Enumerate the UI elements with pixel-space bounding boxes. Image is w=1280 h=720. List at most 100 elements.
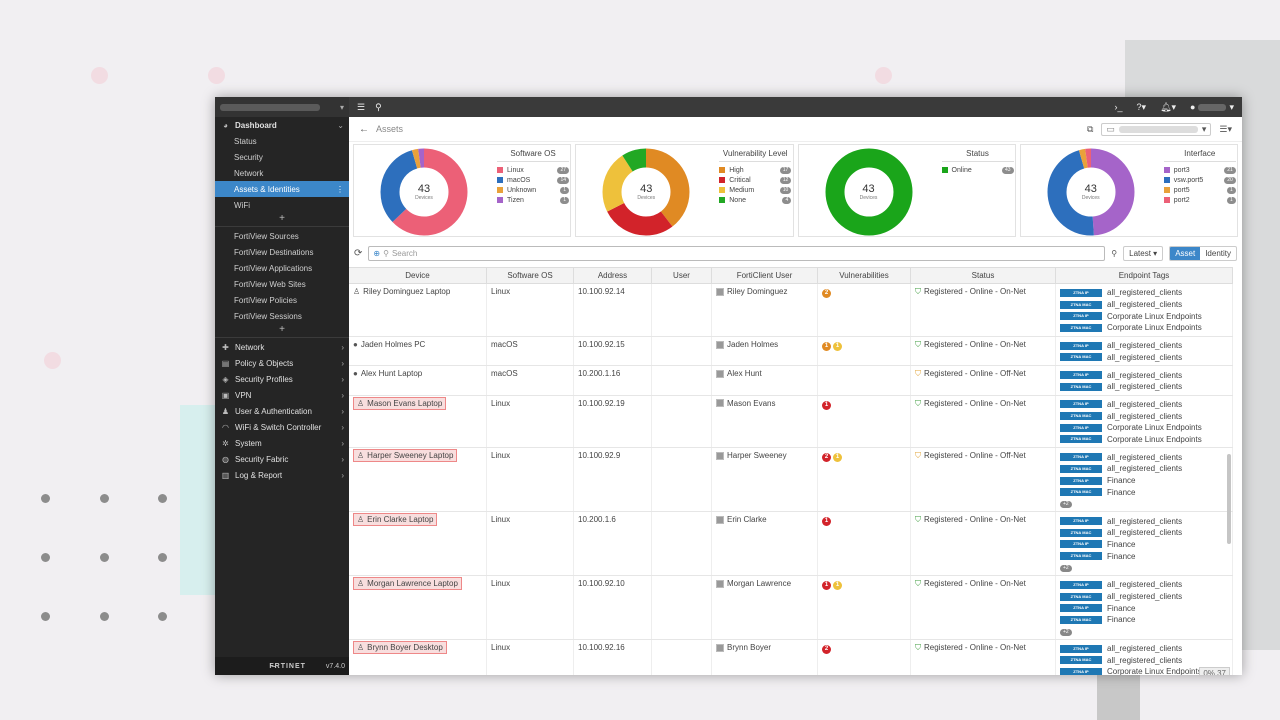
device-name-wrap[interactable]: ♙ Mason Evans Laptop bbox=[353, 396, 447, 410]
legend-item[interactable]: port3 21 bbox=[1163, 165, 1236, 175]
endpoint-tag[interactable]: ZTNA MAC all_registered_clients bbox=[1060, 591, 1228, 603]
column-header-forticlient-user[interactable]: FortiClient User bbox=[712, 268, 818, 283]
endpoint-tag[interactable]: ZTNA IP all_registered_clients bbox=[1060, 399, 1228, 411]
sidebar-item-assets-identities[interactable]: Assets & Identities ⋮ bbox=[215, 181, 349, 197]
column-header-status[interactable]: Status bbox=[911, 268, 1056, 283]
sidebar-item-network[interactable]: Network bbox=[215, 165, 349, 181]
sidebar-item-system[interactable]: ✲ System › bbox=[215, 435, 349, 451]
sidebar-item-security-profiles[interactable]: ◈ Security Profiles › bbox=[215, 371, 349, 387]
identity-tab[interactable]: Identity bbox=[1205, 248, 1231, 258]
sidebar-item-security[interactable]: Security bbox=[215, 149, 349, 165]
column-header-user[interactable]: User bbox=[652, 268, 712, 283]
asset-tab[interactable]: Asset bbox=[1170, 246, 1201, 260]
more-options-icon[interactable]: ⋮ bbox=[336, 184, 344, 194]
table-row[interactable]: ♙ Brynn Boyer Desktop Linux 10.100.92.16 Bry… bbox=[349, 639, 1233, 675]
vulnerability-badge[interactable]: 1 bbox=[822, 400, 831, 410]
donut-slice-medium[interactable] bbox=[602, 148, 690, 236]
search-input[interactable]: ⊕ ⚲ Search bbox=[368, 245, 1106, 261]
search-button-icon[interactable]: ⚲ bbox=[1111, 248, 1118, 258]
add-dashboard-button[interactable]: + bbox=[279, 213, 285, 224]
endpoint-tag[interactable]: ZTNA MAC Finance bbox=[1060, 486, 1228, 498]
device-name-wrap[interactable]: ♙ Harper Sweeney Laptop bbox=[353, 449, 458, 463]
hamburger-menu-icon[interactable]: ☰ bbox=[357, 101, 366, 112]
endpoint-tag[interactable]: ZTNA IP Corporate Linux Endpoints bbox=[1060, 422, 1228, 434]
vulnerability-badge[interactable]: 2 bbox=[822, 289, 831, 298]
column-header-endpoint-tags[interactable]: Endpoint Tags bbox=[1056, 268, 1233, 283]
endpoint-tag[interactable]: ZTNA MAC Finance bbox=[1060, 614, 1228, 626]
sidebar-item-user-authentication[interactable]: ♟ User & Authentication › bbox=[215, 403, 349, 419]
legend-item[interactable]: port5 1 bbox=[1163, 185, 1236, 195]
endpoint-tag[interactable]: ZTNA IP all_registered_clients bbox=[1060, 340, 1228, 352]
sidebar-item-fortiview-sources[interactable]: FortiView Sources bbox=[215, 228, 349, 244]
legend-item[interactable]: port2 1 bbox=[1163, 195, 1236, 205]
endpoint-tag[interactable]: ZTNA MAC all_registered_clients bbox=[1060, 381, 1228, 393]
legend-item[interactable]: None 4 bbox=[719, 195, 792, 205]
table-row[interactable]: ♙ Harper Sweeney Laptop Linux 10.100.92.9 Ha… bbox=[349, 448, 1233, 513]
sidebar-item-fortiview-policies[interactable]: FortiView Policies bbox=[215, 292, 349, 308]
legend-item[interactable]: Online 43 bbox=[941, 165, 1014, 175]
list-menu-icon[interactable]: ☰▾ bbox=[1219, 123, 1232, 134]
sidebar-item-wifi-switch-controller[interactable]: ◠ WiFi & Switch Controller › bbox=[215, 419, 349, 435]
table-row[interactable]: ♙ Erin Clarke Laptop Linux 10.200.1.6 Erin C… bbox=[349, 512, 1233, 576]
endpoint-tag[interactable]: ZTNA IP Finance bbox=[1060, 475, 1228, 487]
endpoint-tag[interactable]: ZTNA IP Finance bbox=[1060, 602, 1228, 614]
endpoint-tag[interactable]: ZTNA MAC all_registered_clients bbox=[1060, 410, 1228, 422]
table-row[interactable]: ● Jaden Holmes PC macOS 10.100.92.15 Jaden H… bbox=[349, 336, 1233, 367]
endpoint-tag[interactable]: ZTNA MAC all_registered_clients bbox=[1060, 654, 1228, 666]
latest-dropdown[interactable]: Latest ▾ bbox=[1123, 245, 1164, 261]
endpoint-tag[interactable]: ZTNA IP all_registered_clients bbox=[1060, 515, 1228, 527]
vulnerability-badge[interactable]: 2 bbox=[822, 644, 831, 654]
add-filter-icon[interactable]: ⊕ bbox=[373, 248, 381, 258]
table-row[interactable]: ♙ Riley Dominguez Laptop Linux 10.100.92.14… bbox=[349, 284, 1233, 337]
column-header-vulnerabilities[interactable]: Vulnerabilities bbox=[818, 268, 911, 283]
endpoint-tag[interactable]: ZTNA MAC Finance bbox=[1060, 550, 1228, 562]
vulnerability-badge[interactable]: 1 bbox=[822, 580, 831, 590]
help-icon[interactable]: ?▾ bbox=[1136, 101, 1147, 112]
donut-slice-none[interactable] bbox=[602, 148, 690, 236]
more-tags-badge[interactable]: +2 bbox=[1060, 628, 1072, 636]
device-name-wrap[interactable]: ♙ Erin Clarke Laptop bbox=[353, 513, 438, 527]
sidebar-item-vpn[interactable]: ▣ VPN › bbox=[215, 387, 349, 403]
more-tags-badge[interactable]: +2 bbox=[1060, 501, 1072, 509]
legend-item[interactable]: Unknown 1 bbox=[497, 185, 569, 195]
endpoint-tag[interactable]: ZTNA MAC all_registered_clients bbox=[1060, 463, 1228, 475]
endpoint-tag[interactable]: ZTNA MAC all_registered_clients bbox=[1060, 351, 1228, 363]
column-header-address[interactable]: Address bbox=[574, 268, 652, 283]
sidebar-item-security-fabric[interactable]: ◍ Security Fabric › bbox=[215, 451, 349, 467]
search-icon[interactable]: ⚲ bbox=[375, 101, 382, 112]
endpoint-tag[interactable]: ZTNA IP all_registered_clients bbox=[1060, 369, 1228, 381]
donut-slice-critical[interactable] bbox=[602, 148, 690, 236]
sidebar-item-wifi[interactable]: WiFi bbox=[215, 197, 349, 213]
device-name-wrap[interactable]: ● Jaden Holmes PC bbox=[353, 340, 425, 349]
vulnerability-badge[interactable]: 1 bbox=[833, 341, 842, 351]
device-name-wrap[interactable]: ● Alex Hunt Laptop bbox=[353, 369, 422, 378]
sidebar-item-fortiview-destinations[interactable]: FortiView Destinations bbox=[215, 244, 349, 260]
sidebar-item-log-report[interactable]: ▥ Log & Report › bbox=[215, 467, 349, 483]
legend-item[interactable]: Linux 27 bbox=[497, 165, 569, 175]
legend-item[interactable]: vsw.port5 20 bbox=[1163, 175, 1236, 185]
user-menu[interactable]: ● ▾ bbox=[1190, 101, 1234, 113]
endpoint-tag[interactable]: ZTNA IP all_registered_clients bbox=[1060, 579, 1228, 591]
endpoint-tag[interactable]: ZTNA IP all_registered_clients bbox=[1060, 287, 1228, 299]
scrollbar[interactable] bbox=[1227, 454, 1231, 544]
device-selector[interactable]: ▾ bbox=[215, 97, 349, 117]
sidebar-item-policy-objects[interactable]: ▤ Policy & Objects › bbox=[215, 355, 349, 371]
legend-item[interactable]: macOS 14 bbox=[497, 175, 569, 185]
cli-console-icon[interactable]: ›_ bbox=[1114, 102, 1123, 112]
table-row[interactable]: ♙ Morgan Lawrence Laptop Linux 10.100.92.10… bbox=[349, 575, 1233, 640]
endpoint-tag[interactable]: ZTNA MAC Corporate Linux Endpoints bbox=[1060, 322, 1228, 334]
table-row[interactable]: ● Alex Hunt Laptop macOS 10.200.1.16 Alex Hu… bbox=[349, 366, 1233, 396]
device-name-wrap[interactable]: ♙ Brynn Boyer Desktop bbox=[353, 640, 447, 654]
sidebar-item-fortiview-applications[interactable]: FortiView Applications bbox=[215, 260, 349, 276]
vulnerability-badge[interactable]: 1 bbox=[822, 517, 831, 527]
sidebar-item-fortiview-sessions[interactable]: FortiView Sessions bbox=[215, 308, 349, 324]
vulnerability-badge[interactable]: 1 bbox=[833, 580, 842, 590]
add-fortiview-button[interactable]: + bbox=[279, 324, 285, 335]
legend-item[interactable]: Critical 12 bbox=[719, 175, 792, 185]
vulnerability-badge[interactable]: 1 bbox=[822, 341, 831, 351]
view-selector[interactable]: ▭ ▾ bbox=[1101, 122, 1212, 136]
endpoint-tag[interactable]: ZTNA IP all_registered_clients bbox=[1060, 451, 1228, 463]
table-row[interactable]: ♙ Mason Evans Laptop Linux 10.100.92.19 Maso… bbox=[349, 395, 1233, 449]
sidebar-item-dashboard[interactable]: ◕ Dashboard ⌄ bbox=[215, 117, 349, 133]
donut-slice-port2[interactable] bbox=[1047, 148, 1135, 236]
